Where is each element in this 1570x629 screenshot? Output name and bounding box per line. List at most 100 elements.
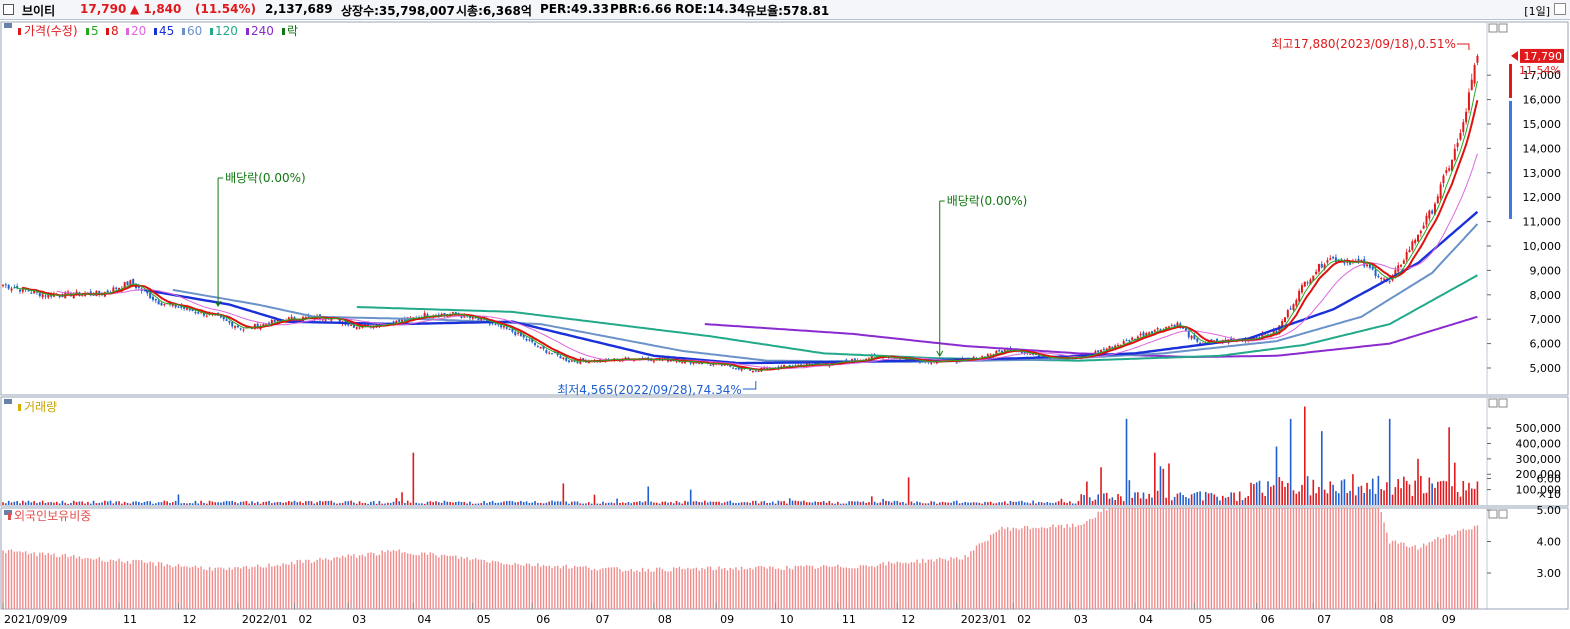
foreign-bar	[353, 554, 355, 609]
candle-body	[454, 312, 457, 315]
foreign-bar	[336, 556, 338, 609]
change-percent: (11.54%)	[195, 2, 256, 16]
candle-body	[1476, 55, 1479, 63]
volume-bar	[282, 502, 284, 505]
candle-body	[72, 294, 75, 299]
foreign-bar	[610, 567, 613, 609]
foreign-bar	[525, 563, 528, 609]
foreign-bar	[687, 567, 689, 609]
foreign-bar	[995, 531, 998, 609]
foreign-panel-minimize-icon[interactable]	[1488, 509, 1498, 519]
foreign-bar	[520, 565, 522, 609]
foreign-bar	[1046, 528, 1048, 609]
foreign-bar	[220, 567, 222, 609]
candle-body	[1368, 263, 1371, 268]
foreign-bar	[684, 569, 686, 609]
period-button[interactable]: [1일]	[1524, 5, 1550, 18]
foreign-bar	[1405, 546, 1408, 609]
volume-bar	[579, 503, 582, 505]
candle-body	[1119, 344, 1122, 346]
volume-bar	[1250, 482, 1252, 505]
last-price-arrow-icon	[1511, 50, 1518, 61]
price-range-blue-bar	[1509, 100, 1512, 219]
select-checkbox[interactable]	[3, 4, 14, 15]
foreign-bar	[964, 555, 966, 609]
volume-bar	[101, 502, 103, 505]
volume-bar	[704, 500, 706, 505]
volume-bar	[1473, 488, 1476, 505]
volume-bar	[1063, 502, 1066, 505]
volume-bar	[1179, 492, 1182, 505]
candle-body	[1216, 339, 1219, 343]
foreign-bar	[1267, 508, 1269, 609]
close-icon[interactable]	[1554, 3, 1566, 15]
stock-name: 브이티	[22, 4, 56, 18]
volume-bar	[1425, 492, 1428, 505]
foreign-bar	[636, 570, 638, 609]
volume-bar	[1247, 496, 1249, 505]
foreign-bar	[1185, 508, 1187, 609]
foreign-bar	[698, 570, 700, 609]
volume-bar	[432, 502, 434, 505]
candle-body	[480, 318, 483, 322]
candle-body	[1111, 346, 1114, 349]
foreign-bar	[1422, 543, 1425, 609]
volume-bar	[650, 501, 652, 505]
candle-body	[1357, 258, 1360, 262]
volume-panel-minimize-icon[interactable]	[1488, 398, 1498, 408]
volume-panel-menu-icon[interactable]	[4, 399, 12, 404]
foreign-bar	[1233, 508, 1235, 609]
foreign-bar	[755, 566, 757, 609]
volume-bar	[239, 501, 242, 505]
volume-bar	[474, 503, 477, 505]
stock-chart[interactable]: 5,000 6,000 7,000 8,000 9,000 10,000 11,000 12,…	[0, 20, 1570, 629]
volume-bar	[938, 502, 941, 505]
volume-bar	[862, 501, 865, 505]
volume-bar	[440, 502, 443, 505]
candle-body	[1108, 345, 1111, 350]
candle-body	[403, 318, 406, 322]
foreign-bar	[1281, 508, 1283, 609]
candle-body	[41, 294, 44, 298]
foreign-bar	[568, 568, 570, 609]
volume-bar	[1230, 492, 1233, 505]
volume-bar	[1258, 480, 1261, 505]
foreign-bar	[661, 569, 664, 609]
volume-bar	[186, 503, 188, 505]
price-panel-menu-icon[interactable]	[4, 23, 12, 28]
foreign-bar	[548, 565, 550, 609]
price-panel-minimize-icon[interactable]	[1488, 23, 1498, 33]
candle-body	[423, 313, 426, 319]
candle-body	[185, 307, 188, 310]
foreign-bar	[1360, 508, 1363, 609]
date-tick-label: 10	[780, 613, 794, 626]
volume-bar	[1015, 501, 1017, 505]
volume-bar	[401, 492, 403, 505]
volume-bar	[1145, 498, 1148, 505]
volume-bar	[395, 498, 398, 505]
volume-bar	[197, 503, 200, 505]
volume-bar	[627, 502, 630, 505]
candle-body	[1397, 265, 1400, 272]
candle-body	[1292, 304, 1295, 311]
volume-bar	[155, 503, 157, 505]
foreign-panel-maximize-icon[interactable]	[1498, 509, 1508, 519]
volume-bar	[1091, 501, 1094, 505]
volume-panel-maximize-icon[interactable]	[1498, 398, 1508, 408]
volume-bar	[1437, 481, 1439, 505]
volume-bar	[7, 500, 10, 505]
volume-bar	[559, 501, 562, 505]
foreign-bar	[670, 571, 672, 609]
volume-bar	[534, 501, 536, 505]
foreign-bar	[186, 566, 188, 609]
volume-bar	[72, 500, 75, 505]
candle-body	[1431, 210, 1434, 214]
foreign-bar	[13, 551, 16, 609]
foreign-bar	[240, 568, 242, 609]
foreign-panel-menu-icon[interactable]	[4, 510, 12, 515]
candle-body	[669, 360, 672, 362]
volume-bar	[375, 503, 378, 505]
price-panel-maximize-icon[interactable]	[1498, 23, 1508, 33]
volume-bar	[545, 502, 548, 505]
volume-bar	[228, 501, 231, 505]
